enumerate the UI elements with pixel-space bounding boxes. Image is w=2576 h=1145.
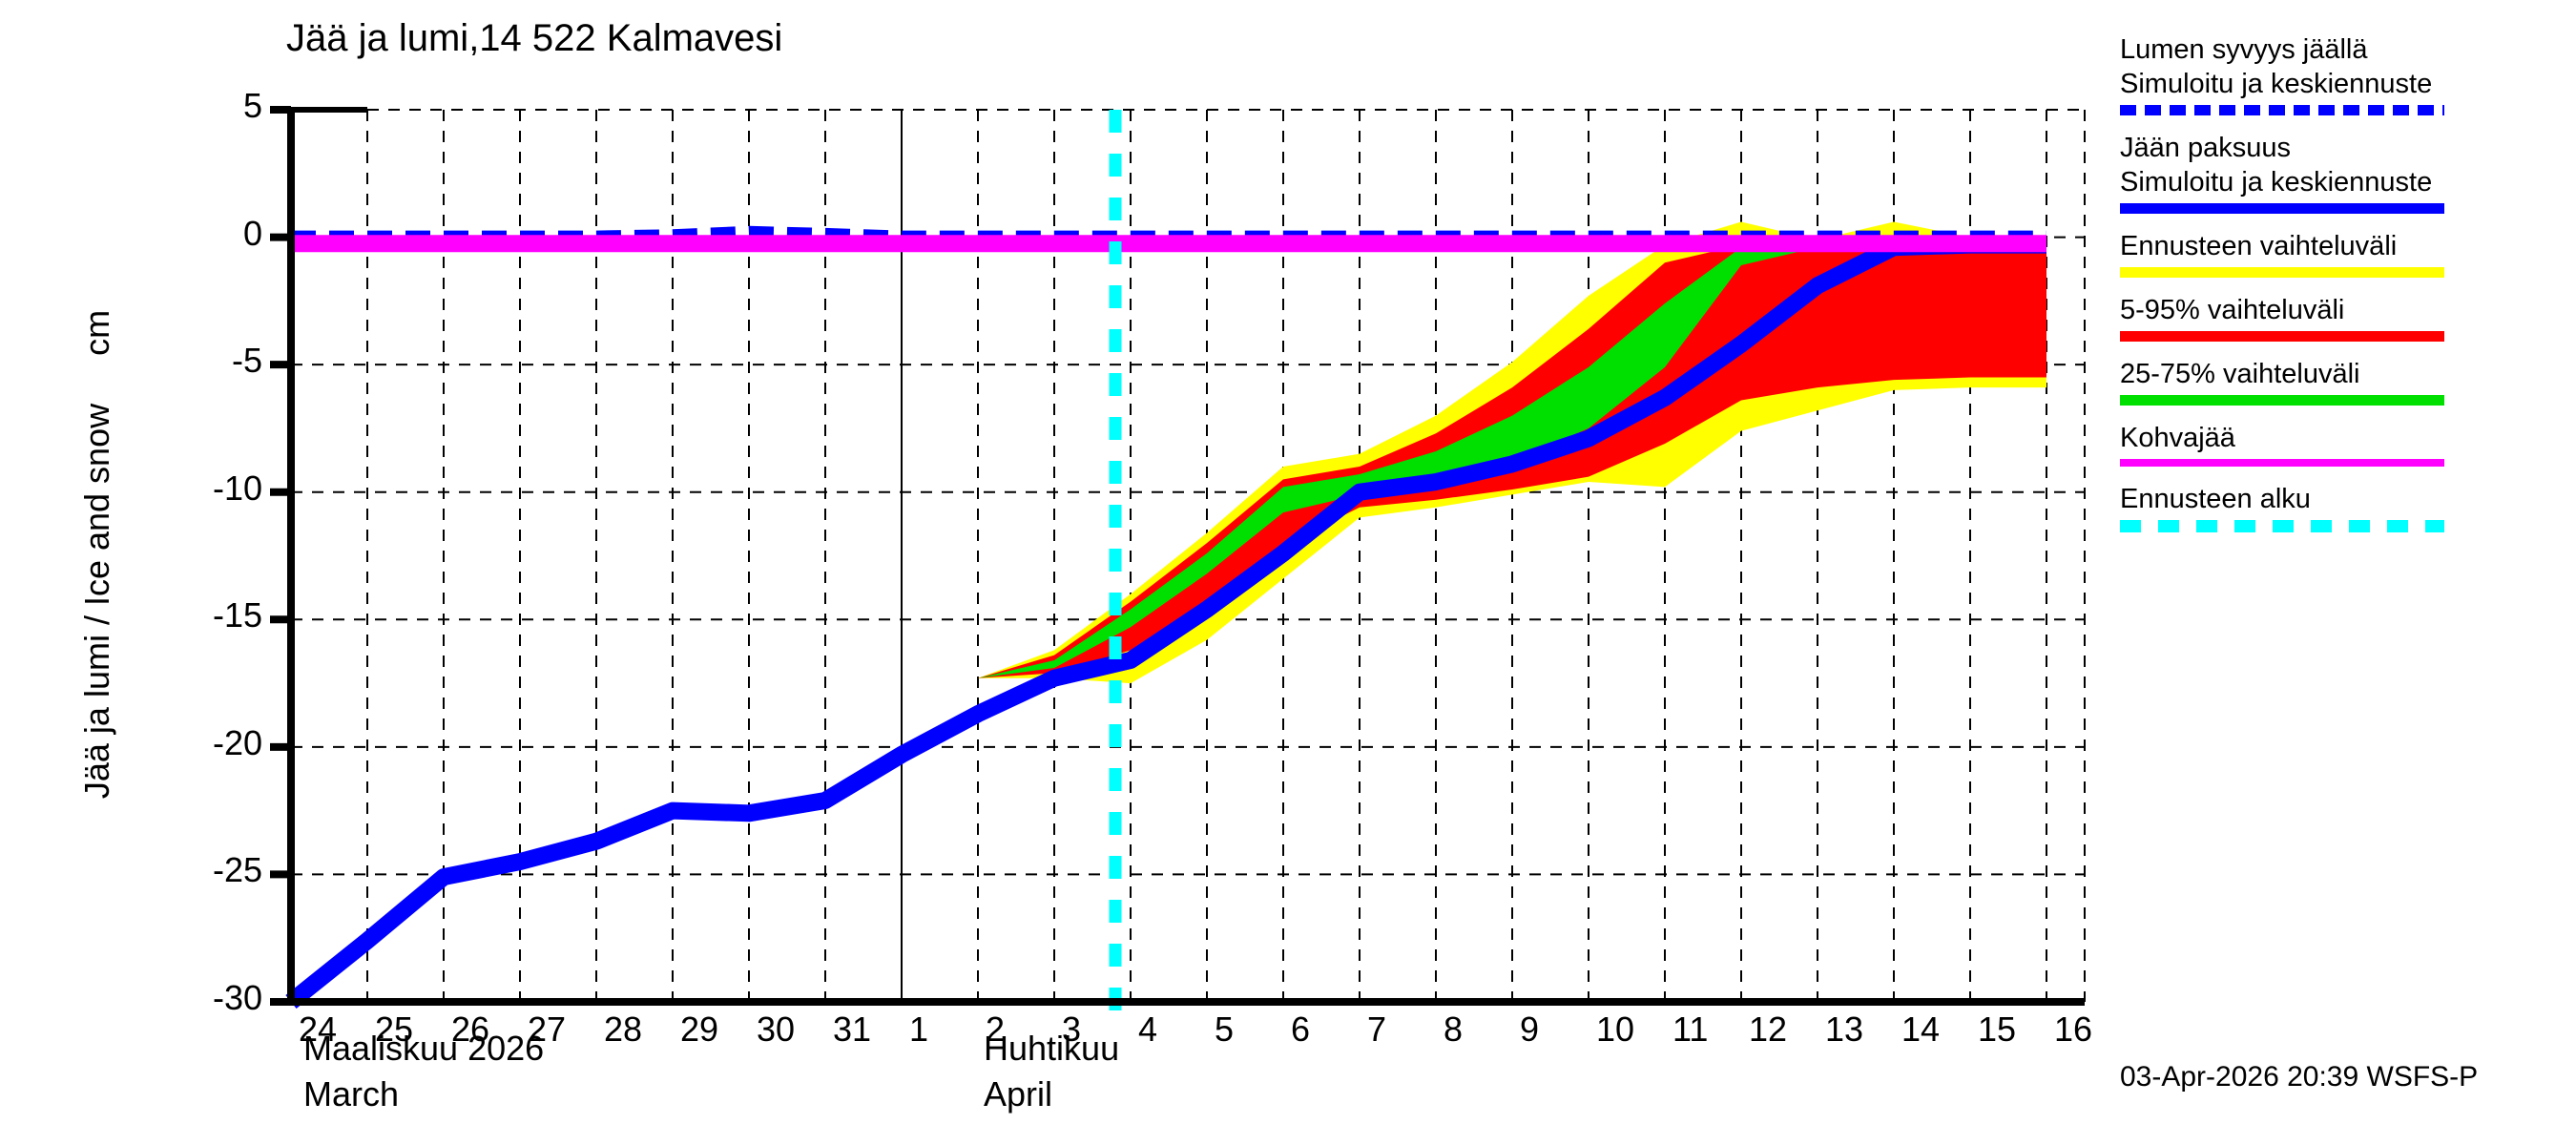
x-axis-month2-en: April xyxy=(984,1074,1053,1114)
x-tick-label: 5 xyxy=(1215,1010,1235,1049)
x-tick-label: 7 xyxy=(1367,1010,1387,1049)
legend-item[interactable]: 25-75% vaihteluväli xyxy=(2120,357,2568,406)
x-tick-label: 8 xyxy=(1444,1010,1464,1049)
legend-swatch-dashed-blue-line xyxy=(2120,105,2444,115)
legend-item-subtitle: Simuloitu ja keskiennuste xyxy=(2120,69,2433,99)
x-axis-month2-fi: Huhtikuu xyxy=(984,1029,1120,1068)
y-tick-label: -30 xyxy=(212,978,262,1017)
x-tick-label: 27 xyxy=(528,1010,567,1049)
legend-item-title: 25-75% vaihteluväli xyxy=(2120,359,2360,389)
x-tick-label: 3 xyxy=(1062,1010,1082,1049)
x-tick-label: 15 xyxy=(1978,1010,2017,1049)
legend-item-subtitle: Simuloitu ja keskiennuste xyxy=(2120,167,2433,198)
legend-item-title: Jään paksuus xyxy=(2120,133,2291,163)
legend-item-title: Lumen syvyys jäällä xyxy=(2120,34,2368,65)
x-tick-label: 24 xyxy=(299,1010,338,1049)
x-tick-label: 31 xyxy=(833,1010,872,1049)
legend-swatch-red-band xyxy=(2120,331,2444,342)
x-tick-label: 11 xyxy=(1672,1010,1709,1049)
x-axis-month1-fi: Maaliskuu 2026 xyxy=(303,1029,545,1068)
y-tick-label: 5 xyxy=(242,86,262,125)
x-axis-month1-en: March xyxy=(303,1074,400,1114)
y-tick-label: -15 xyxy=(212,595,262,635)
x-tick-label: 25 xyxy=(375,1010,414,1049)
y-tick-label: 0 xyxy=(242,213,262,253)
x-tick-label: 1 xyxy=(909,1010,929,1049)
x-tick-label: 10 xyxy=(1596,1010,1635,1049)
x-tick-label: 29 xyxy=(680,1010,719,1049)
y-tick-label: -25 xyxy=(212,850,262,890)
x-tick-label: 13 xyxy=(1825,1010,1864,1049)
x-tick-label: 6 xyxy=(1291,1010,1311,1049)
legend-item[interactable]: 5-95% vaihteluväli xyxy=(2120,293,2568,342)
legend-item[interactable]: Ennusteen vaihteluväli xyxy=(2120,229,2568,278)
legend-swatch-green-band xyxy=(2120,395,2444,406)
x-tick-label: 30 xyxy=(757,1010,796,1049)
legend-item[interactable]: Jään paksuus Simuloitu ja keskiennuste xyxy=(2120,131,2568,214)
x-tick-label: 2 xyxy=(986,1010,1006,1049)
x-tick-label: 26 xyxy=(451,1010,490,1049)
x-tick-label: 28 xyxy=(604,1010,643,1049)
x-tick-label: 16 xyxy=(2054,1010,2093,1049)
page-title: Jää ja lumi,14 522 Kalmavesi xyxy=(286,17,783,59)
x-tick-label: 9 xyxy=(1520,1010,1540,1049)
series-j-n-paksuus-simuloitu-ja-keskiennuste xyxy=(285,236,2046,1010)
y-tick-label: -10 xyxy=(212,468,262,508)
legend-item[interactable]: Kohvajää xyxy=(2120,421,2568,467)
legend-swatch-yellow-band xyxy=(2120,267,2444,278)
legend-item[interactable]: Lumen syvyys jäällä Simuloitu ja keskienn… xyxy=(2120,32,2568,115)
x-tick-label: 14 xyxy=(1901,1010,1941,1049)
y-tick-label: -20 xyxy=(212,722,262,762)
chart-legend: Lumen syvyys jäällä Simuloitu ja keskienn… xyxy=(2120,32,2568,548)
legend-item-title: Kohvajää xyxy=(2120,423,2235,453)
x-tick-label: 12 xyxy=(1749,1010,1788,1049)
footer-timestamp: 03-Apr-2026 20:39 WSFS-P xyxy=(2120,1061,2479,1093)
legend-swatch-blue-line xyxy=(2120,203,2444,214)
legend-swatch-cyan-dashed-line xyxy=(2120,520,2444,532)
legend-item[interactable]: Ennusteen alku xyxy=(2120,482,2568,532)
legend-swatch-magenta-line xyxy=(2120,459,2444,467)
legend-item-title: Ennusteen vaihteluväli xyxy=(2120,231,2398,261)
y-tick-label: -5 xyxy=(231,341,262,381)
legend-item-title: Ennusteen alku xyxy=(2120,484,2311,514)
legend-item-title: 5-95% vaihteluväli xyxy=(2120,295,2345,325)
x-tick-label: 4 xyxy=(1138,1010,1158,1049)
